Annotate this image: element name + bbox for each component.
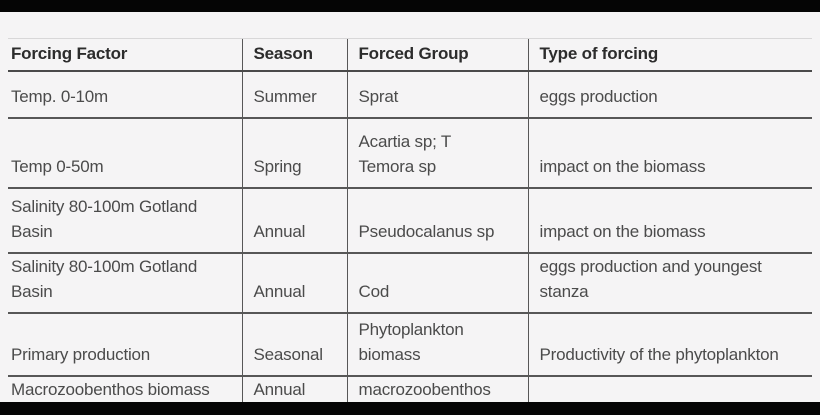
cell-type-of-forcing: impact on the biomass xyxy=(527,186,812,253)
cell-forcing-factor: Macrozoobenthos biomass xyxy=(8,374,242,407)
cell-type-of-forcing: eggs production xyxy=(527,70,812,118)
cell-forcing-factor: Salinity 80-100m Gotland Basin xyxy=(8,186,242,253)
column-header-type-of-forcing: Type of forcing xyxy=(527,38,812,72)
cell-forcing-factor: Temp. 0-10m xyxy=(11,86,109,106)
table-row: Temp. 0-10m Summer Sprat eggs production xyxy=(8,70,812,118)
cell-type-of-forcing: impact on the biomass xyxy=(527,116,812,188)
cell-type-of-forcing: eggs production and youngest stanza xyxy=(527,251,812,313)
cell-forcing-factor: Temp 0-50m xyxy=(8,116,242,188)
table-header-row: Forcing Factor Season Forced Group Type … xyxy=(8,38,812,72)
cell-forced-group: Cod xyxy=(346,251,528,313)
cell-season: Spring xyxy=(241,116,347,188)
column-header-season: Season xyxy=(241,38,347,72)
cell-season: Seasonal xyxy=(241,311,347,376)
cell-season: Annual xyxy=(241,374,347,407)
table-row: Salinity 80-100m Gotland Basin Annual Ps… xyxy=(8,186,812,253)
forcing-factors-table: Forcing Factor Season Forced Group Type … xyxy=(8,38,812,407)
cell-forced-group: Acartia sp; T Temora sp xyxy=(346,116,528,188)
table-row: Salinity 80-100m Gotland Basin Annual Co… xyxy=(8,251,812,313)
column-header-forced-group: Forced Group xyxy=(346,38,528,72)
letterbox-bar-bottom xyxy=(0,402,820,415)
cell-forced-group: Phytoplankton biomass xyxy=(346,311,528,376)
cell-forcing-factor: Primary production xyxy=(8,311,242,376)
table-row: Macrozoobenthos biomass Annual macrozoob… xyxy=(8,374,812,407)
cell-forced-group: Sprat xyxy=(346,70,528,118)
cell-forced-group: macrozoobenthos xyxy=(346,374,528,407)
cell-season: Annual xyxy=(241,186,347,253)
letterbox-bar-top xyxy=(0,0,820,12)
table-row: Temp 0-50m Spring Acartia sp; T Temora s… xyxy=(8,116,812,188)
cell-season: Annual xyxy=(241,251,347,313)
cell-type-of-forcing: Productivity of the phytoplankton xyxy=(527,311,812,376)
cell-season: Summer xyxy=(241,70,347,118)
cell-forcing-factor: Salinity 80-100m Gotland Basin xyxy=(8,251,242,313)
column-header-forcing-factor: Forcing Factor xyxy=(8,38,242,72)
cell-type-of-forcing xyxy=(527,374,812,407)
cell-forced-group: Pseudocalanus sp xyxy=(346,186,528,253)
table-row: Primary production Seasonal Phytoplankto… xyxy=(8,311,812,376)
